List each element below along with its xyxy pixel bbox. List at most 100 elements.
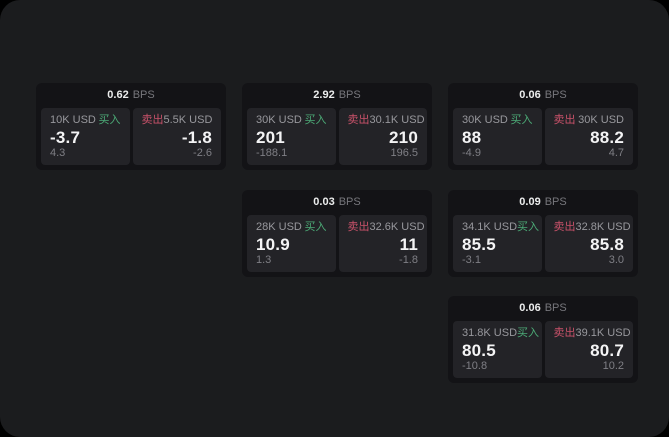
- spread-header: 2.92 BPS: [242, 83, 432, 108]
- sell-price: 85.8: [590, 234, 624, 254]
- quote-card: 2.92 BPS 30K USD 买入 201 -188.1 卖出 30.1K …: [242, 83, 432, 170]
- buy-price: 80.5: [462, 340, 496, 360]
- quote-card: 0.03 BPS 28K USD 买入 10.9 1.3 卖出 32.6K US…: [242, 190, 432, 277]
- spread-value: 0.06: [519, 302, 541, 314]
- buy-sub-value: -10.8: [462, 360, 488, 372]
- sell-side-label: 卖出: [347, 114, 370, 126]
- quote-card: 0.62 BPS 10K USD 买入 -3.7 4.3 卖出 5.5K USD…: [36, 83, 226, 170]
- sell-panel-top: 卖出 5.5K USD: [142, 115, 213, 126]
- sell-panel-top: 卖出 39.1K USD: [553, 327, 631, 339]
- spread-value: 0.06: [519, 89, 541, 101]
- sell-side-label: 卖出: [553, 114, 576, 126]
- buy-sub-value: -188.1: [256, 147, 288, 159]
- sell-side-label: 卖出: [553, 221, 576, 233]
- bps-unit-label: BPS: [544, 89, 567, 101]
- sell-amount-label: 30.1K USD: [369, 114, 425, 126]
- sell-panel-top: 卖出 30K USD: [554, 115, 625, 126]
- sell-sub-value: -2.6: [193, 147, 212, 159]
- sell-sub-value: 10.2: [602, 360, 624, 372]
- sell-amount-label: 39.1K USD: [575, 327, 631, 339]
- buy-panel-top: 10K USD 买入: [50, 115, 121, 126]
- spread-value: 0.09: [519, 196, 541, 208]
- buy-panel-top: 30K USD 买入: [256, 115, 327, 126]
- buy-panel-top: 28K USD 买入: [256, 222, 327, 233]
- buy-quote-panel[interactable]: 31.8K USD 买入 80.5 -10.8: [453, 321, 542, 378]
- sell-sub-value: 3.0: [608, 254, 624, 266]
- buy-amount-label: 30K USD: [462, 114, 508, 126]
- buy-panel-top: 34.1K USD 买入: [462, 221, 539, 233]
- buy-quote-panel[interactable]: 30K USD 买入 201 -188.1: [247, 108, 336, 165]
- buy-price: 88: [462, 127, 482, 147]
- sell-side-label: 卖出: [347, 221, 370, 233]
- buy-price: 201: [256, 127, 285, 147]
- buy-panel-top: 30K USD 买入: [462, 115, 533, 126]
- quote-panels: 30K USD 买入 201 -188.1 卖出 30.1K USD 210 1…: [247, 108, 427, 165]
- spread-header: 0.62 BPS: [36, 83, 226, 108]
- sell-price: 11: [399, 234, 418, 254]
- buy-quote-panel[interactable]: 10K USD 买入 -3.7 4.3: [41, 108, 130, 165]
- sell-quote-panel[interactable]: 卖出 32.6K USD 11 -1.8: [338, 215, 427, 272]
- quote-panels: 34.1K USD 买入 85.5 -3.1 卖出 32.8K USD 85.8…: [453, 215, 633, 272]
- buy-amount-label: 30K USD: [256, 114, 302, 126]
- sell-amount-label: 32.6K USD: [369, 221, 425, 233]
- sell-quote-panel[interactable]: 卖出 30.1K USD 210 196.5: [338, 108, 427, 165]
- quote-card: 0.09 BPS 34.1K USD 买入 85.5 -3.1 卖出 32.8K…: [448, 190, 638, 277]
- buy-amount-label: 28K USD: [256, 221, 302, 233]
- spread-value: 0.03: [313, 196, 335, 208]
- buy-amount-label: 34.1K USD: [462, 221, 518, 233]
- buy-quote-panel[interactable]: 34.1K USD 买入 85.5 -3.1: [453, 215, 542, 272]
- buy-price: 10.9: [256, 234, 290, 254]
- spread-value: 2.92: [313, 89, 335, 101]
- spread-header: 0.03 BPS: [242, 190, 432, 215]
- sell-amount-label: 5.5K USD: [163, 114, 213, 126]
- buy-panel-top: 31.8K USD 买入: [462, 327, 539, 339]
- buy-price: 85.5: [462, 234, 496, 254]
- buy-sub-value: -4.9: [462, 147, 481, 159]
- sell-price: 80.7: [590, 340, 624, 360]
- spread-header: 0.06 BPS: [448, 296, 638, 321]
- quote-panels: 10K USD 买入 -3.7 4.3 卖出 5.5K USD -1.8 -2.…: [41, 108, 221, 165]
- quote-panels: 28K USD 买入 10.9 1.3 卖出 32.6K USD 11 -1.8: [247, 215, 427, 272]
- sell-quote-panel[interactable]: 卖出 32.8K USD 85.8 3.0: [544, 215, 633, 272]
- sell-quote-panel[interactable]: 卖出 5.5K USD -1.8 -2.6: [132, 108, 221, 165]
- sell-panel-top: 卖出 32.6K USD: [347, 221, 425, 233]
- sell-side-label: 卖出: [141, 114, 164, 126]
- bps-unit-label: BPS: [132, 89, 155, 101]
- bps-unit-label: BPS: [338, 89, 361, 101]
- sell-price: -1.8: [181, 127, 212, 147]
- bps-unit-label: BPS: [338, 196, 361, 208]
- buy-amount-label: 10K USD: [50, 114, 96, 126]
- buy-quote-panel[interactable]: 28K USD 买入 10.9 1.3: [247, 215, 336, 272]
- sell-quote-panel[interactable]: 卖出 30K USD 88.2 4.7: [544, 108, 633, 165]
- buy-side-label: 买入: [304, 221, 327, 233]
- sell-amount-label: 32.8K USD: [575, 221, 631, 233]
- quote-card: 0.06 BPS 31.8K USD 买入 80.5 -10.8 卖出 39.1…: [448, 296, 638, 383]
- sell-price: 88.2: [590, 127, 624, 147]
- buy-sub-value: 4.3: [50, 147, 66, 159]
- buy-quote-panel[interactable]: 30K USD 买入 88 -4.9: [453, 108, 542, 165]
- spread-header: 0.06 BPS: [448, 83, 638, 108]
- sell-sub-value: 196.5: [390, 147, 418, 159]
- sell-panel-top: 卖出 30.1K USD: [347, 114, 425, 126]
- buy-side-label: 买入: [510, 114, 533, 126]
- buy-sub-value: -3.1: [462, 254, 481, 266]
- buy-sub-value: 1.3: [256, 254, 272, 266]
- buy-side-label: 买入: [304, 114, 327, 126]
- buy-side-label: 买入: [517, 221, 540, 233]
- buy-side-label: 买入: [98, 114, 121, 126]
- sell-quote-panel[interactable]: 卖出 39.1K USD 80.7 10.2: [544, 321, 633, 378]
- buy-price: -3.7: [50, 127, 81, 147]
- quote-card: 0.06 BPS 30K USD 买入 88 -4.9 卖出 30K USD 8…: [448, 83, 638, 170]
- buy-side-label: 买入: [517, 327, 540, 339]
- bps-unit-label: BPS: [544, 196, 567, 208]
- quote-panels: 30K USD 买入 88 -4.9 卖出 30K USD 88.2 4.7: [453, 108, 633, 165]
- spread-header: 0.09 BPS: [448, 190, 638, 215]
- sell-sub-value: -1.8: [399, 254, 418, 266]
- sell-sub-value: 4.7: [608, 147, 624, 159]
- sell-side-label: 卖出: [553, 327, 576, 339]
- spread-value: 0.62: [107, 89, 129, 101]
- sell-amount-label: 30K USD: [578, 114, 624, 126]
- buy-amount-label: 31.8K USD: [462, 327, 518, 339]
- quote-panels: 31.8K USD 买入 80.5 -10.8 卖出 39.1K USD 80.…: [453, 321, 633, 378]
